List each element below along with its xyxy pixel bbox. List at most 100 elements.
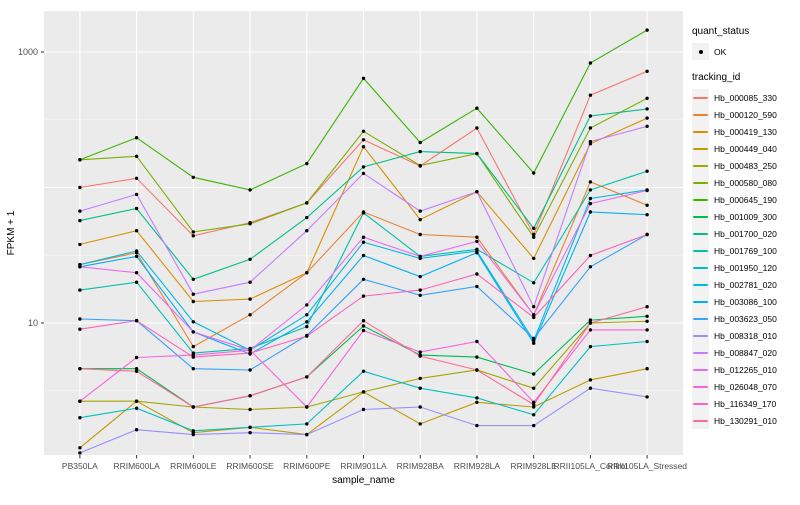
data-point (248, 431, 252, 435)
data-point (475, 396, 479, 400)
legend-item-label: Hb_000085_330 (714, 92, 777, 103)
data-point (418, 274, 422, 279)
data-point (305, 320, 309, 324)
data-point (78, 451, 82, 455)
legend-key-line (692, 378, 709, 395)
data-point (532, 405, 536, 409)
line-swatch-icon (693, 96, 708, 99)
data-point (475, 151, 479, 156)
line-swatch-icon (693, 266, 708, 269)
data-point (645, 328, 649, 332)
data-point (645, 107, 649, 111)
data-point (418, 422, 422, 426)
legend-key-line (692, 106, 709, 123)
legend-item: Hb_002781_020 (692, 276, 800, 293)
legend-key-line (692, 361, 709, 378)
data-point (248, 407, 252, 412)
data-point (305, 303, 309, 307)
line-swatch-icon (693, 283, 708, 286)
data-point (588, 210, 593, 214)
line-swatch-icon (693, 351, 708, 354)
data-point (134, 406, 139, 410)
data-point (78, 185, 82, 190)
data-point (588, 328, 593, 332)
line-swatch-icon (693, 130, 708, 133)
legend-item-label: Hb_012265_010 (714, 364, 777, 375)
legend-item: Hb_000483_250 (692, 157, 800, 174)
data-point (645, 339, 649, 344)
data-point (305, 229, 309, 233)
data-point (418, 209, 422, 213)
data-point (532, 256, 536, 261)
legend-key-line (692, 276, 709, 293)
legend-item: Hb_003623_050 (692, 310, 800, 327)
legend-key-line (692, 327, 709, 344)
data-point (361, 138, 366, 142)
data-point (134, 229, 139, 233)
data-point (78, 209, 82, 213)
data-point (475, 400, 479, 404)
data-point (475, 235, 479, 239)
data-point (134, 399, 139, 403)
data-point (248, 297, 252, 301)
data-point (588, 126, 593, 130)
legend-item-label: Hb_001769_100 (714, 245, 777, 256)
data-point (645, 169, 649, 173)
data-point (588, 188, 593, 192)
data-point (475, 284, 479, 289)
data-point (305, 324, 309, 329)
data-point (645, 213, 649, 217)
data-point (191, 355, 195, 359)
legend-item: Hb_116349_170 (692, 395, 800, 412)
data-point (134, 206, 139, 211)
data-point (361, 129, 366, 133)
legend-key-line (692, 344, 709, 361)
line-swatch-icon (693, 215, 708, 218)
data-point (191, 429, 195, 433)
legend-item: Hb_000419_130 (692, 123, 800, 140)
legend-item-label: Hb_001700_020 (714, 228, 777, 239)
legend-item: Hb_000449_040 (692, 140, 800, 157)
data-point (361, 369, 366, 373)
data-point (78, 327, 82, 331)
data-point (418, 217, 422, 222)
data-point (134, 271, 139, 275)
x-axis-title: sample_name (332, 475, 395, 486)
data-point (78, 367, 82, 371)
data-point (418, 288, 422, 292)
legend-item-label: Hb_130291_010 (714, 415, 777, 426)
data-point (361, 328, 366, 333)
data-point (78, 317, 82, 321)
series-points (78, 305, 649, 409)
data-point (588, 265, 593, 269)
data-point (532, 386, 536, 390)
data-point (361, 324, 366, 328)
data-point (418, 140, 422, 145)
data-point (645, 203, 649, 207)
data-point (134, 249, 139, 253)
data-point (532, 281, 536, 285)
data-point (588, 196, 593, 201)
line-swatch-icon (693, 232, 708, 235)
legend-item-label: Hb_003086_100 (714, 296, 777, 307)
data-point (475, 106, 479, 110)
data-point (305, 334, 309, 338)
data-point (248, 280, 252, 284)
data-point (361, 171, 366, 176)
legend-item: Hb_012265_010 (692, 361, 800, 378)
data-point (532, 336, 536, 341)
legend-item: Hb_000645_190 (692, 191, 800, 208)
data-point (78, 242, 82, 247)
data-point (305, 161, 309, 166)
data-point (645, 319, 649, 323)
legend-item: Hb_000120_590 (692, 106, 800, 123)
data-point (475, 423, 479, 428)
data-point (645, 28, 649, 32)
data-point (418, 254, 422, 259)
data-point (305, 271, 309, 275)
data-point (588, 318, 593, 322)
data-point (532, 171, 536, 175)
data-point (191, 234, 195, 238)
data-point (305, 405, 309, 409)
